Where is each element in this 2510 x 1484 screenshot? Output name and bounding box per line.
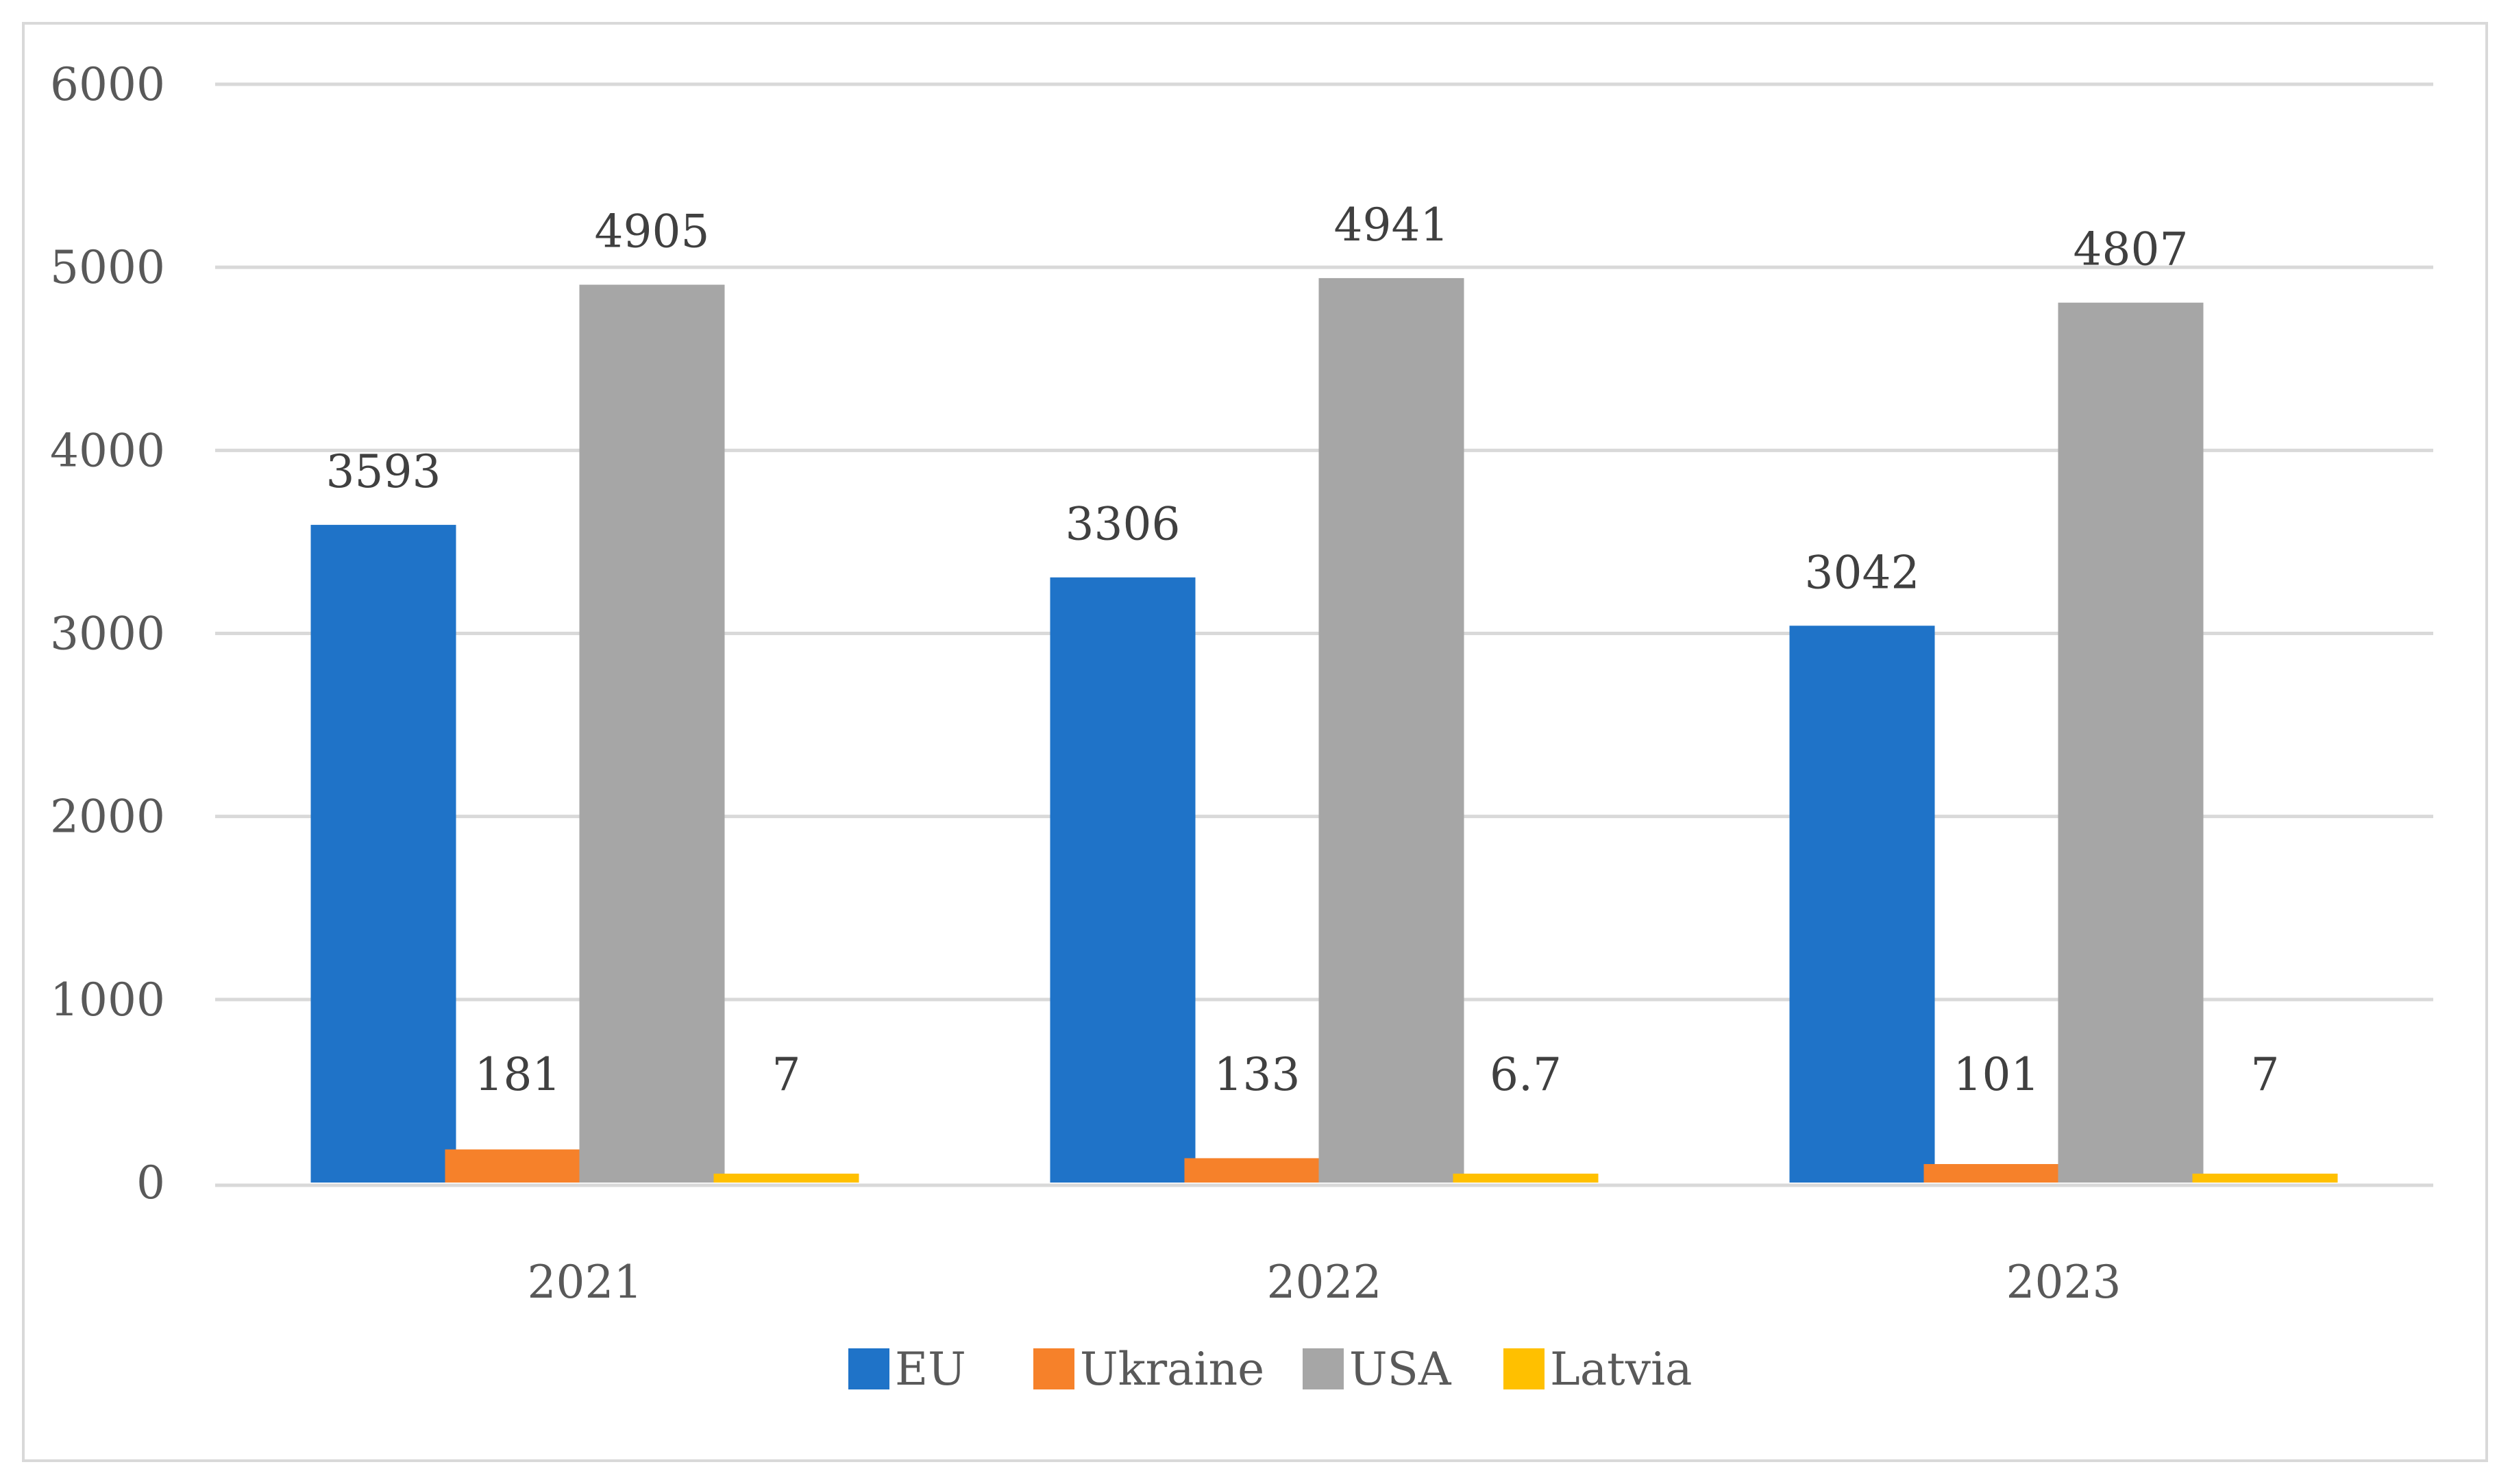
data-label-ukraine-2023: 101 xyxy=(1954,1048,2040,1101)
legend-label-latvia: Latvia xyxy=(1550,1343,1692,1396)
legend-swatch-eu xyxy=(848,1348,889,1389)
bar-chart: 0 1000 2000 3000 4000 5000 6000 3593 181 4905 7 33… xyxy=(25,25,2491,1465)
data-label-usa-2022: 4941 xyxy=(1334,199,1449,251)
y-tick-label: 3000 xyxy=(50,608,165,660)
bar-eu-2021 xyxy=(311,525,456,1183)
bar-eu-2023 xyxy=(1790,626,1935,1183)
x-category-label: 2021 xyxy=(528,1256,643,1309)
data-label-latvia-2022: 6.7 xyxy=(1490,1048,1562,1101)
data-label-eu-2023: 3042 xyxy=(1805,546,1920,599)
data-label-usa-2021: 4905 xyxy=(595,206,710,258)
bar-usa-2021 xyxy=(580,285,725,1183)
chart-frame: 0 1000 2000 3000 4000 5000 6000 3593 181 4905 7 33… xyxy=(22,22,2488,1462)
x-category-label: 2022 xyxy=(1267,1256,1382,1309)
y-tick-label: 1000 xyxy=(50,974,165,1026)
bar-latvia-2023 xyxy=(2193,1174,2338,1183)
legend-swatch-usa xyxy=(1303,1348,1344,1389)
data-label-latvia-2021: 7 xyxy=(772,1048,801,1101)
legend-swatch-ukraine xyxy=(1033,1348,1074,1389)
y-tick-label: 6000 xyxy=(50,58,165,111)
y-tick-label: 0 xyxy=(136,1157,165,1209)
bars xyxy=(311,278,2338,1183)
bar-ukraine-2023 xyxy=(1924,1164,2069,1183)
bar-latvia-2022 xyxy=(1453,1174,1599,1183)
data-label-ukraine-2022: 133 xyxy=(1214,1048,1301,1101)
x-axis-categories: 2021 2022 2023 xyxy=(528,1256,2121,1309)
bar-latvia-2021 xyxy=(714,1174,859,1183)
legend-label-eu: EU xyxy=(895,1343,966,1396)
x-category-label: 2023 xyxy=(2006,1256,2121,1309)
bar-ukraine-2022 xyxy=(1185,1158,1330,1183)
bar-ukraine-2021 xyxy=(445,1150,591,1183)
bar-eu-2022 xyxy=(1050,578,1196,1183)
bar-usa-2022 xyxy=(1319,278,1464,1183)
legend-label-usa: USA xyxy=(1349,1343,1452,1396)
bar-usa-2023 xyxy=(2058,303,2204,1183)
y-axis-ticks: 0 1000 2000 3000 4000 5000 6000 xyxy=(50,58,165,1209)
data-label-latvia-2023: 7 xyxy=(2251,1048,2280,1101)
y-tick-label: 2000 xyxy=(50,791,165,843)
data-label-eu-2021: 3593 xyxy=(326,445,441,498)
legend: EU Ukraine USA Latvia xyxy=(848,1343,1692,1396)
legend-swatch-latvia xyxy=(1503,1348,1545,1389)
data-label-eu-2022: 3306 xyxy=(1066,498,1181,551)
data-label-usa-2023: 4807 xyxy=(2074,223,2189,276)
data-label-ukraine-2021: 181 xyxy=(475,1048,561,1101)
y-tick-label: 5000 xyxy=(50,241,165,294)
legend-label-ukraine: Ukraine xyxy=(1080,1343,1264,1396)
y-tick-label: 4000 xyxy=(50,424,165,477)
